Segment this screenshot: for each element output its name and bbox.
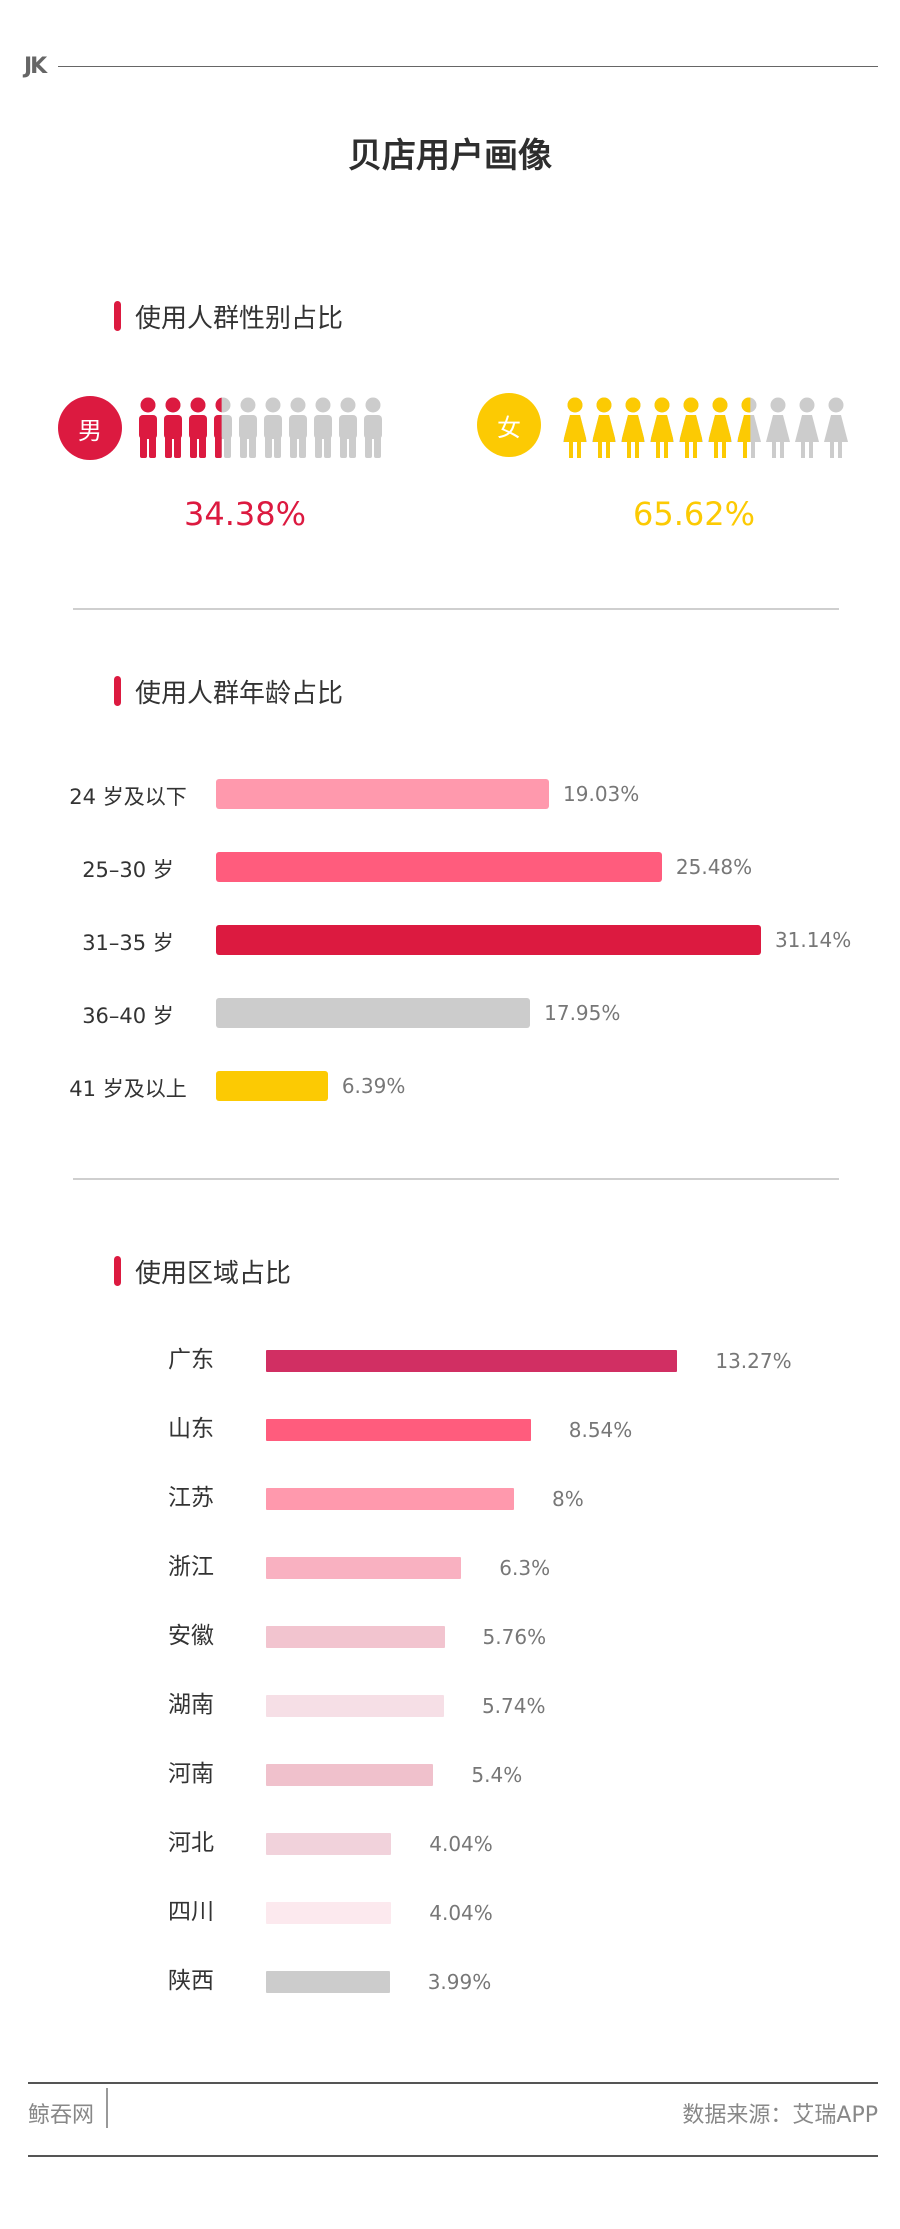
female-icon (650, 397, 674, 458)
region-value-label: 8% (552, 1487, 584, 1511)
region-section-title: 使用区域占比 (135, 1258, 292, 1289)
age-bar (216, 779, 550, 809)
logo: JK (24, 54, 47, 79)
age-label: 25–30 岁 (82, 858, 174, 882)
region-label: 山东 (168, 1416, 214, 1442)
age-section-header: 使用人群年龄占比 (114, 675, 344, 709)
region-label: 广东 (168, 1347, 214, 1373)
male-icon (139, 397, 157, 458)
region-value-label: 5.74% (481, 1694, 546, 1718)
age-section-title: 使用人群年龄占比 (135, 678, 344, 709)
region-label: 安徽 (168, 1623, 214, 1649)
male-icon (289, 397, 307, 458)
footer-source: 数据来源：艾瑞APP (682, 2103, 878, 2128)
region-bar (266, 1902, 392, 1924)
male-icon (214, 397, 232, 458)
female-icon (737, 397, 761, 458)
male-icon (339, 397, 357, 458)
footer-separator (106, 2088, 108, 2128)
female-icon (563, 397, 587, 458)
region-bar (266, 1350, 678, 1372)
male-icon (264, 397, 282, 458)
region-value-label: 8.54% (568, 1418, 633, 1442)
female-icon (708, 397, 732, 458)
age-bar (216, 998, 531, 1028)
footer-brand: 鲸吞网 (28, 2103, 95, 2128)
age-label: 24 岁及以下 (69, 785, 187, 809)
age-bar (216, 1071, 328, 1101)
region-value-label: 6.3% (499, 1556, 551, 1580)
male-icon (364, 397, 382, 458)
region-value-label: 13.27% (715, 1349, 792, 1373)
female-icon (679, 397, 703, 458)
female-icon (766, 397, 790, 458)
divider (73, 608, 839, 610)
female-icon (621, 397, 645, 458)
age-bar (216, 925, 761, 955)
footer-top-rule (28, 2082, 878, 2084)
section-marker (114, 301, 121, 331)
footer-bottom-rule (28, 2155, 878, 2157)
male-pictogram (139, 397, 382, 458)
age-bar (216, 852, 662, 882)
female-badge: 女 (477, 393, 541, 457)
male-percentage: 34.38% (183, 495, 306, 533)
age-label: 36–40 岁 (82, 1004, 174, 1028)
region-value-label: 3.99% (427, 1970, 492, 1994)
region-label: 浙江 (168, 1554, 214, 1580)
region-label: 四川 (168, 1899, 214, 1925)
region-label: 湖南 (168, 1692, 214, 1718)
region-bar (266, 1557, 462, 1579)
region-value-label: 5.4% (471, 1763, 523, 1787)
female-icon (824, 397, 848, 458)
region-value-label: 5.76% (482, 1625, 547, 1649)
gender-section-header: 使用人群性别占比 (114, 300, 344, 334)
male-icon (164, 397, 182, 458)
age-value-label: 31.14% (774, 928, 852, 952)
region-bar (266, 1488, 514, 1510)
female-icon (592, 397, 616, 458)
age-value-label: 17.95% (544, 1001, 621, 1025)
region-bar (266, 1695, 444, 1717)
divider (73, 1178, 839, 1180)
region-section-header: 使用区域占比 (114, 1255, 292, 1289)
gender-section-title: 使用人群性别占比 (135, 303, 344, 334)
region-label: 江苏 (168, 1485, 214, 1511)
section-marker (114, 1256, 121, 1286)
age-value-label: 25.48% (675, 855, 753, 879)
region-bar (266, 1419, 531, 1441)
age-label: 41 岁及以上 (69, 1077, 187, 1101)
age-value-label: 19.03% (563, 782, 640, 806)
page-title: 贝店用户画像 (348, 136, 552, 176)
region-label: 河南 (168, 1761, 214, 1787)
region-bar (266, 1971, 390, 1993)
top-rule (58, 66, 878, 67)
region-bar (266, 1764, 434, 1786)
female-percentage: 65.62% (632, 495, 755, 533)
region-value-label: 4.04% (429, 1901, 493, 1925)
age-label: 31–35 岁 (82, 931, 174, 955)
region-value-label: 4.04% (429, 1832, 493, 1856)
age-value-label: 6.39% (341, 1074, 406, 1098)
section-marker (114, 676, 121, 706)
region-bar (266, 1833, 392, 1855)
female-pictogram (563, 397, 848, 458)
male-badge: 男 (58, 396, 122, 460)
region-label: 陕西 (168, 1968, 214, 1994)
male-icon (314, 397, 332, 458)
female-icon (795, 397, 819, 458)
region-bar (266, 1626, 445, 1648)
region-label: 河北 (168, 1830, 214, 1856)
male-icon (189, 397, 207, 458)
male-icon (239, 397, 257, 458)
